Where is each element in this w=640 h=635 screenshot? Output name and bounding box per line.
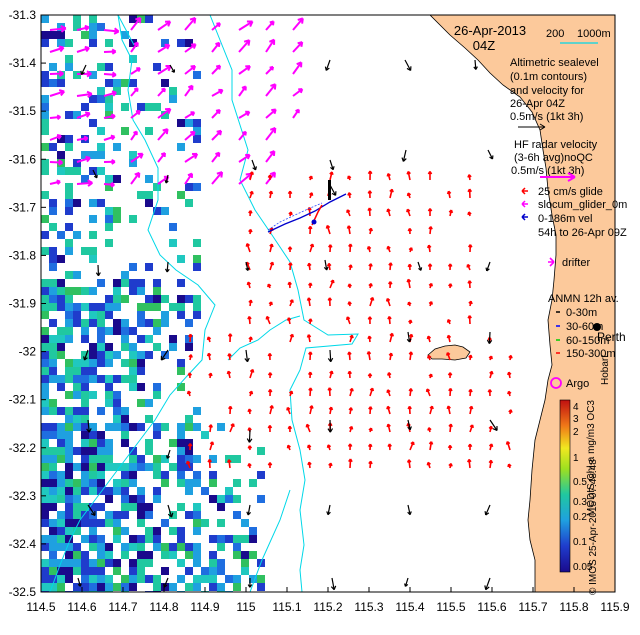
svg-text:Altimetric sealevel: Altimetric sealevel [510,57,599,69]
hobart-text: Hobart [600,355,611,385]
y-tick-label: -32.4 [9,537,37,551]
svg-text:slocum_glider_0m: slocum_glider_0m [538,199,627,211]
x-tick-label: 115.3 [354,600,383,614]
svg-text:HF radar velocity: HF radar velocity [514,139,598,151]
scale-label-200: 200 [546,28,564,40]
svg-text:2: 2 [573,427,579,438]
perth-label: Perth [597,330,626,344]
svg-text:ANMN 12h av.: ANMN 12h av. [548,293,619,305]
title-date: 26-Apr-2013 [454,23,526,38]
y-tick-label: -31.8 [9,248,37,262]
y-tick-label: -31.3 [9,8,37,22]
colorbar-label: MODIS Chl-a mg/m3 OC3 [586,400,597,517]
x-tick-label: 114.8 [149,600,178,614]
svg-text:0-186m vel: 0-186m vel [538,213,592,225]
y-tick-label: -32.2 [9,441,37,455]
svg-text:and velocity for: and velocity for [510,85,584,97]
y-tick-label: -32 [19,345,37,359]
svg-text:0.5m/s (1kt 3h): 0.5m/s (1kt 3h) [510,111,583,123]
x-tick-label: 114.6 [67,600,96,614]
x-tick-label: 114.5 [26,600,55,614]
x-tick-label: 115 [236,600,255,614]
x-tick-label: 115.5 [436,600,465,614]
y-tick-label: -31.7 [9,200,37,214]
scale-label-1000: 1000m [577,28,611,40]
x-tick-label: 115.2 [313,600,342,614]
y-tick-label: -31.4 [9,56,37,70]
svg-text:0-30m: 0-30m [566,307,597,319]
svg-text:26-Apr 04Z: 26-Apr 04Z [510,98,565,110]
x-tick-label: 115.7 [518,600,547,614]
x-tick-label: 114.7 [108,600,137,614]
y-tick-label: -32.5 [9,585,37,599]
y-tick-label: -32.3 [9,489,37,503]
y-tick-label: -31.5 [9,104,37,118]
svg-text:4: 4 [573,402,579,413]
x-tick-label: 115.8 [559,600,588,614]
colorbar [560,400,570,572]
x-tick-label: 115.1 [272,600,301,614]
x-tick-label: 115.6 [477,600,506,614]
svg-text:1: 1 [573,453,579,464]
argo-label: Argo [566,378,589,390]
y-tick-label: -32.1 [9,393,37,407]
x-tick-label: 114.9 [190,600,219,614]
y-tick-label: -31.6 [9,152,37,166]
x-tick-label: 115.9 [600,600,629,614]
y-tick-label: -31.9 [9,297,37,311]
x-tick-label: 115.4 [395,600,424,614]
svg-text:25 cm/s glide: 25 cm/s glide [538,186,603,198]
svg-text:drifter: drifter [562,257,590,269]
svg-text:54h to 26-Apr 09Z: 54h to 26-Apr 09Z [538,227,627,239]
svg-text:3: 3 [573,414,579,425]
svg-text:(3-6h avg)noQC: (3-6h avg)noQC [514,152,593,164]
svg-text:0.1: 0.1 [573,537,587,548]
svg-text:(0.1m contours): (0.1m contours) [510,71,587,83]
title-hour: 04Z [473,38,495,53]
